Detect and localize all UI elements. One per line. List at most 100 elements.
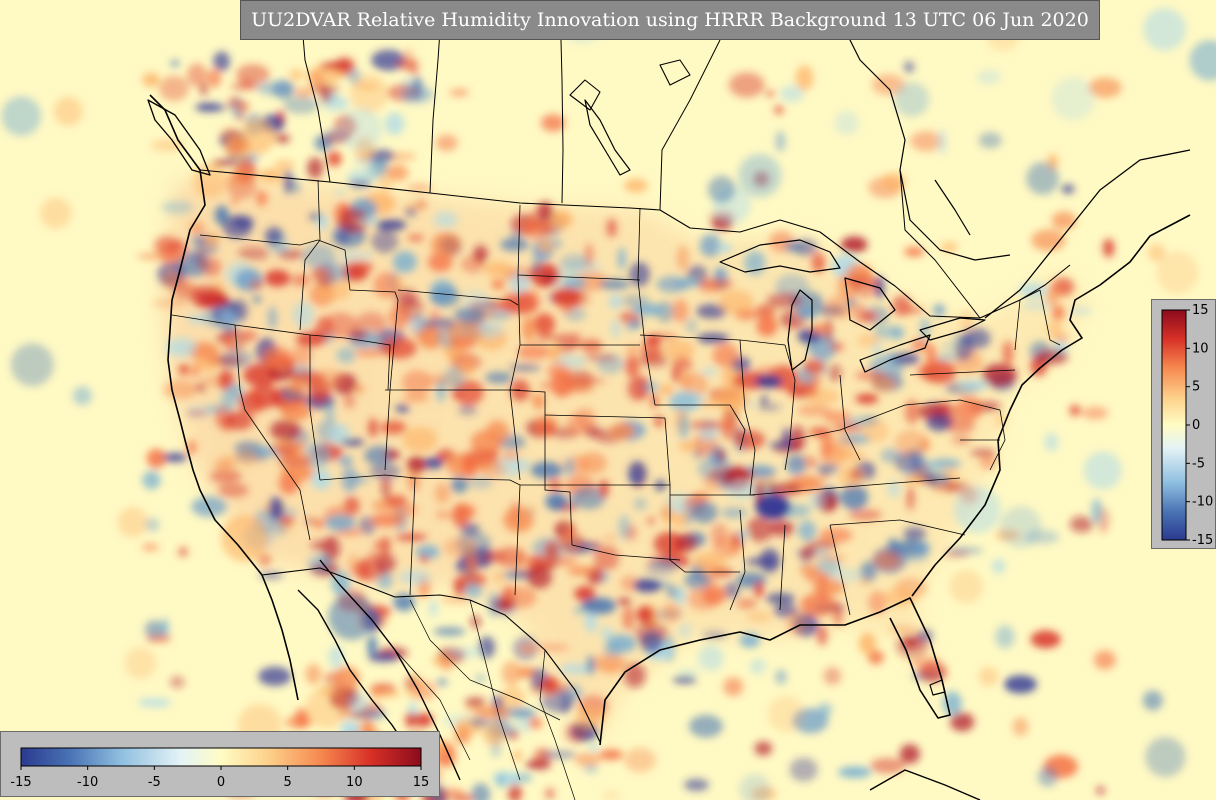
innovation-blob (937, 129, 947, 155)
innovation-blob (1031, 229, 1066, 252)
innovation-blob (72, 386, 92, 406)
innovation-blob (1035, 349, 1069, 365)
innovation-blob (382, 337, 417, 359)
innovation-blob (659, 385, 674, 395)
innovation-blob (492, 280, 503, 290)
innovation-blob (632, 303, 666, 316)
innovation-blob (600, 627, 614, 640)
innovation-blob (416, 199, 427, 208)
innovation-blob (723, 677, 744, 697)
innovation-blob (570, 332, 582, 348)
innovation-blob (744, 557, 780, 566)
innovation-blob (537, 240, 554, 253)
innovation-blob (485, 371, 513, 384)
colorbar-horizontal-tick-label: -15 (10, 775, 31, 790)
innovation-blob (775, 130, 786, 152)
innovation-blob (651, 333, 678, 341)
colorbar-vertical-ramp (1161, 309, 1187, 541)
innovation-blob (691, 501, 718, 524)
province-border-mb-on (659, 39, 721, 211)
innovation-blob (229, 383, 243, 400)
innovation-blob (618, 514, 631, 540)
innovation-blob (434, 483, 451, 504)
innovation-blob (906, 486, 915, 511)
innovation-blob (343, 394, 356, 409)
innovation-blob (999, 506, 1042, 548)
colorbar-horizontal-tick-label: -5 (148, 775, 161, 790)
innovation-blob (53, 96, 83, 126)
innovation-blob (1030, 630, 1061, 649)
innovation-blob (442, 537, 477, 558)
innovation-blob (654, 479, 667, 492)
innovation-blob (368, 652, 399, 663)
innovation-blob (942, 691, 962, 716)
innovation-blob (696, 304, 727, 319)
innovation-blob (1088, 77, 1122, 98)
innovation-blob (450, 389, 464, 399)
innovation-blob (464, 582, 483, 599)
innovation-blob (970, 449, 997, 457)
innovation-blob (1051, 211, 1077, 230)
innovation-blob (570, 493, 579, 509)
innovation-blob (823, 667, 842, 685)
innovation-blob (124, 647, 157, 679)
colorbar-vertical-tick-label: -15 (1192, 533, 1213, 548)
colorbar-vertical-tick-label: -10 (1192, 495, 1213, 510)
innovation-blob (292, 301, 314, 328)
innovation-blob (268, 306, 277, 330)
innovation-blob (721, 507, 748, 519)
innovation-blob (283, 95, 319, 114)
innovation-blob (728, 72, 765, 98)
innovation-blob (534, 333, 562, 342)
innovation-blob (162, 452, 188, 463)
innovation-blob (255, 190, 268, 207)
innovation-blob (502, 571, 535, 579)
innovation-blob (368, 418, 378, 438)
innovation-blob (542, 272, 554, 286)
innovation-blob (513, 750, 523, 761)
innovation-blob (857, 577, 872, 586)
innovation-blob (633, 578, 662, 593)
innovation-blob (891, 326, 904, 340)
innovation-blob (1026, 162, 1060, 195)
innovation-blob (221, 515, 268, 562)
innovation-blob (218, 369, 235, 391)
innovation-blob (517, 344, 552, 360)
colorbar-vertical-tick-label: 5 (1192, 380, 1200, 395)
innovation-blob (929, 458, 961, 469)
innovation-blob (671, 365, 681, 383)
innovation-blob (838, 464, 865, 489)
innovation-blob (381, 536, 391, 554)
innovation-blob (858, 632, 877, 655)
innovation-blob (354, 384, 365, 394)
innovation-blob (237, 246, 270, 261)
innovation-blob (716, 243, 733, 253)
innovation-blob (954, 486, 1001, 533)
innovation-blob (920, 438, 930, 452)
innovation-blob (606, 634, 637, 653)
innovation-blob (1046, 284, 1059, 307)
innovation-blob (238, 391, 266, 414)
innovation-blob (598, 479, 609, 498)
innovation-blob (1143, 8, 1186, 51)
innovation-blob (1069, 404, 1081, 417)
innovation-blob (803, 359, 825, 375)
innovation-blob (239, 119, 275, 155)
innovation-blob (305, 517, 316, 524)
innovation-blob (840, 484, 869, 510)
innovation-blob (765, 90, 776, 97)
innovation-blob (348, 329, 367, 342)
innovation-blob (949, 569, 983, 604)
innovation-blob (252, 295, 262, 304)
innovation-blob (1102, 238, 1115, 258)
innovation-blob (381, 474, 391, 501)
lake-ontario (919, 317, 986, 341)
innovation-blob (234, 101, 250, 112)
innovation-blob (475, 674, 486, 683)
innovation-blob (679, 441, 696, 452)
innovation-blob (191, 364, 200, 378)
innovation-blob (840, 236, 868, 253)
innovation-blob (1082, 406, 1109, 420)
innovation-blob (392, 503, 418, 517)
